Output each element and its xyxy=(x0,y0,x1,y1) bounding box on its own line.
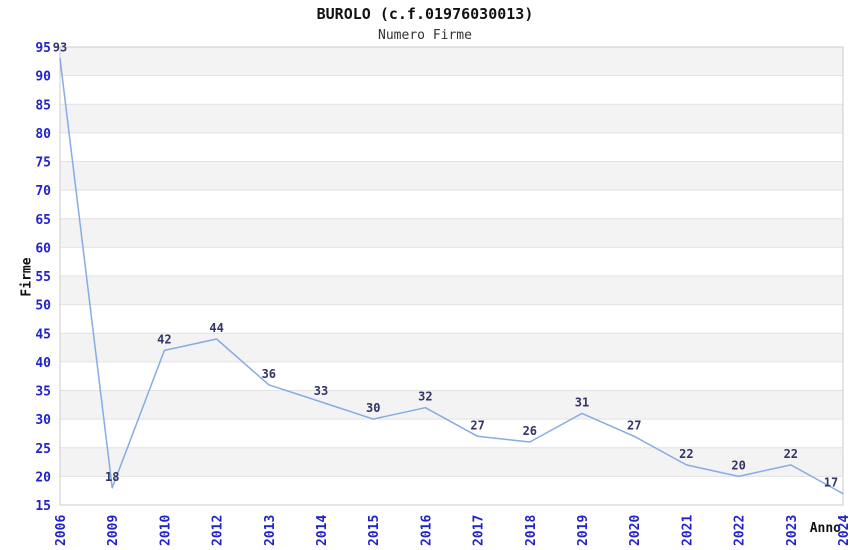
x-tick-label: 2013 xyxy=(263,515,278,546)
plot-band xyxy=(60,218,843,248)
plot-band xyxy=(60,333,843,362)
point-label: 27 xyxy=(627,418,641,432)
y-tick-label: 75 xyxy=(35,156,51,171)
point-label: 30 xyxy=(366,401,380,415)
plot-band xyxy=(60,304,843,334)
y-tick-label: 80 xyxy=(35,127,51,142)
y-tick-label: 55 xyxy=(35,270,51,285)
plot-band xyxy=(60,476,843,505)
x-tick-label: 2022 xyxy=(733,515,748,546)
x-tick-label: 2014 xyxy=(315,515,330,546)
x-tick-label: 2023 xyxy=(785,515,800,546)
y-tick-label: 25 xyxy=(35,442,51,457)
point-label: 22 xyxy=(679,447,693,461)
y-tick-label: 95 xyxy=(35,41,51,56)
x-axis-title: Anno xyxy=(809,521,841,536)
point-label: 36 xyxy=(262,367,276,381)
plot-band xyxy=(60,47,843,76)
y-tick-label: 60 xyxy=(35,241,51,256)
x-tick-label: 2009 xyxy=(106,515,121,546)
x-tick-label: 2012 xyxy=(211,515,226,546)
x-tick-label: 2016 xyxy=(419,515,434,546)
x-tick-label: 2015 xyxy=(367,515,382,546)
x-tick-label: 2018 xyxy=(524,515,539,546)
x-tick-label: 2019 xyxy=(576,515,591,546)
plot-band xyxy=(60,161,843,191)
point-label: 17 xyxy=(824,476,838,490)
x-tick-label: 2010 xyxy=(158,515,173,546)
point-label: 93 xyxy=(53,40,67,54)
x-tick-label: 2020 xyxy=(628,515,643,546)
chart-subtitle: Numero Firme xyxy=(378,28,472,43)
point-label: 27 xyxy=(470,418,484,432)
plot-border xyxy=(59,46,844,506)
point-label: 31 xyxy=(575,395,589,409)
point-label: 33 xyxy=(314,384,328,398)
y-tick-label: 85 xyxy=(35,98,51,113)
point-label: 32 xyxy=(418,390,432,404)
y-tick-label: 15 xyxy=(35,499,51,514)
point-label: 26 xyxy=(523,424,537,438)
x-tick-label: 2006 xyxy=(54,515,69,546)
plot-band xyxy=(60,75,843,105)
x-tick-label: 2017 xyxy=(472,515,487,546)
y-tick-label: 40 xyxy=(35,356,51,371)
plot-band xyxy=(60,247,843,276)
x-tick-label: 2024 xyxy=(837,515,850,546)
point-label: 22 xyxy=(784,447,798,461)
chart-title: BUROLO (c.f.01976030013) xyxy=(316,5,534,23)
y-tick-label: 50 xyxy=(35,299,51,314)
plot-band xyxy=(60,361,843,391)
y-tick-label: 45 xyxy=(35,327,51,342)
y-tick-label: 35 xyxy=(35,385,51,400)
plot-band xyxy=(60,447,843,477)
point-label: 18 xyxy=(105,470,119,484)
y-tick-label: 65 xyxy=(35,213,51,228)
y-tick-label: 70 xyxy=(35,184,51,199)
plot-band xyxy=(60,390,843,420)
series-line xyxy=(59,57,844,495)
plot-band xyxy=(60,104,843,133)
plot-band xyxy=(60,132,843,162)
plot-band xyxy=(60,190,843,219)
point-label: 42 xyxy=(157,332,171,346)
point-label: 20 xyxy=(731,458,745,472)
y-tick-label: 30 xyxy=(35,413,51,428)
x-tick-label: 2021 xyxy=(680,515,695,546)
y-tick-label: 20 xyxy=(35,470,51,485)
y-tick-label: 90 xyxy=(35,70,51,85)
plot-band xyxy=(60,419,843,448)
point-label: 44 xyxy=(209,321,223,335)
plot-band xyxy=(60,276,843,305)
